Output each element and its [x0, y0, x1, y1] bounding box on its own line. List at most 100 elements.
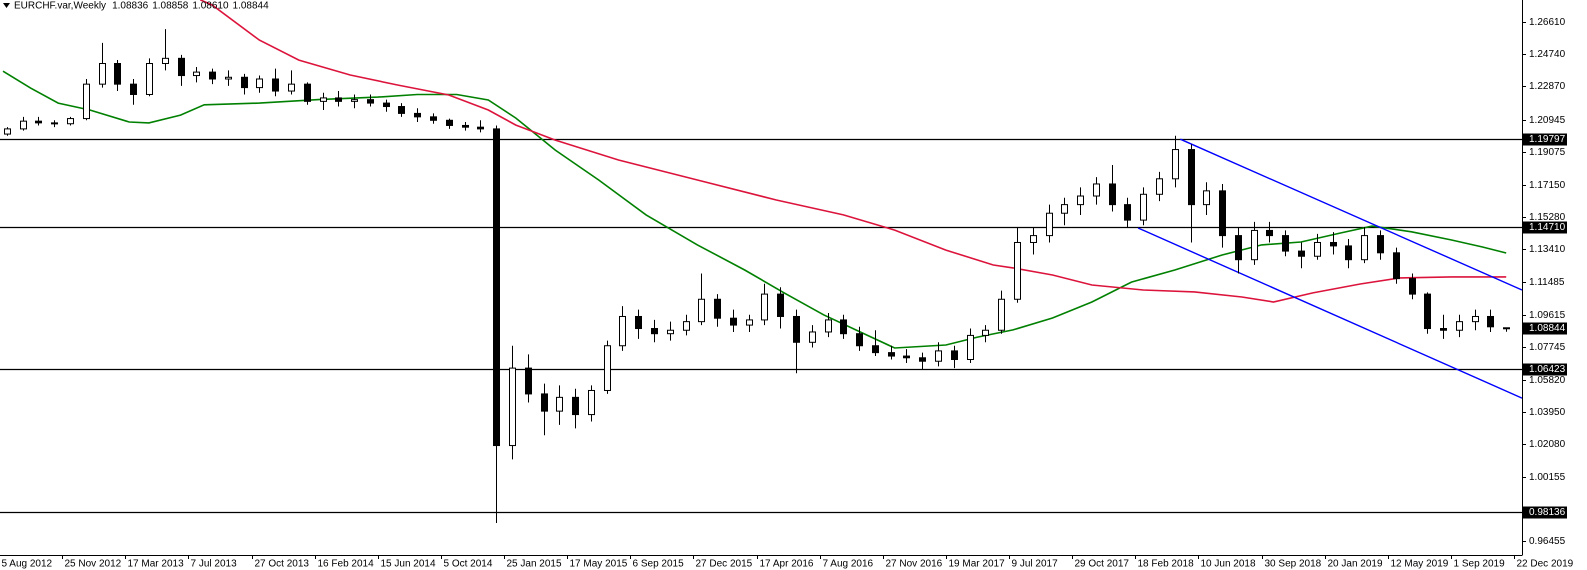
candle-body: [1140, 193, 1147, 221]
candle-body: [193, 71, 200, 77]
candle-body: [1203, 190, 1210, 206]
y-tick-label: 1.26610: [1529, 17, 1566, 28]
trend-line: [1137, 227, 1522, 399]
price-label: 1.19797: [1529, 134, 1566, 145]
y-tick-label: 1.22870: [1529, 81, 1566, 92]
candle-body: [919, 357, 926, 362]
candle-body: [1472, 315, 1479, 323]
price-label: 1.14710: [1529, 222, 1566, 233]
candle-body: [951, 350, 958, 361]
candle-body: [288, 83, 295, 92]
y-tick-label: 1.13410: [1529, 244, 1566, 255]
x-tick-label: 5 Oct 2014: [444, 559, 493, 570]
candle-body: [698, 298, 705, 323]
moving-average: [199, 0, 1507, 303]
candle-body: [493, 128, 500, 447]
candle-body: [1440, 328, 1447, 331]
y-tick-label: 1.19075: [1529, 147, 1566, 158]
candle-body: [1377, 235, 1384, 254]
y-tick-label: 1.02080: [1529, 439, 1566, 450]
candle-body: [1235, 235, 1242, 261]
chart-title: EURCHF.var,Weekly: [14, 1, 106, 12]
x-tick-label: 19 Mar 2017: [949, 559, 1006, 570]
y-tick-label: 0.96455: [1529, 536, 1566, 547]
candle-body: [351, 99, 358, 102]
x-tick-label: 1 Sep 2019: [1454, 559, 1506, 570]
candle-body: [998, 298, 1005, 331]
candle-body: [1124, 204, 1131, 221]
price-label-box: [1523, 363, 1567, 376]
candle-body: [225, 76, 232, 80]
candle-body: [1014, 241, 1021, 300]
candle-body: [683, 321, 690, 331]
candle-body: [903, 355, 910, 359]
y-tick-label: 1.05820: [1529, 375, 1566, 386]
candle-body: [651, 328, 658, 335]
price-label: 0.98136: [1529, 507, 1566, 518]
y-tick-label: 1.07745: [1529, 342, 1566, 353]
candle-body: [604, 345, 611, 391]
candle-body: [588, 389, 595, 416]
candle-body: [619, 315, 626, 347]
moving-average: [2, 70, 1507, 349]
x-tick-label: 20 Jan 2019: [1328, 559, 1383, 570]
plot-area: [0, 0, 1522, 523]
candle-body: [462, 124, 469, 128]
y-tick-label: 1.20945: [1529, 115, 1566, 126]
candle-body: [825, 319, 832, 333]
x-tick-label: 18 Feb 2018: [1138, 559, 1195, 570]
candle-body: [1077, 195, 1084, 206]
candle-body: [1251, 229, 1258, 261]
x-tick-label: 7 Aug 2016: [823, 559, 874, 570]
current-price-box: [1523, 322, 1567, 335]
axes: 1.26610 1.24740 1.22870 1.20945 1.19075 1.171…: [2, 17, 1574, 570]
candle-body: [1487, 315, 1494, 328]
price-label-box: [1523, 221, 1567, 234]
candle-body: [304, 83, 311, 102]
price-label: 1.06423: [1529, 364, 1566, 375]
x-tick-label: 27 Dec 2015: [696, 559, 753, 570]
candle-body: [1314, 241, 1321, 257]
x-tick-label: 22 Dec 2019: [1517, 559, 1574, 570]
candle-body: [1156, 178, 1163, 195]
candle-body: [4, 128, 11, 135]
x-tick-label: 27 Oct 2013: [255, 559, 310, 570]
candle-body: [320, 97, 327, 102]
x-tick-label: 25 Nov 2012: [65, 559, 122, 570]
menu-arrow[interactable]: [3, 3, 10, 8]
candle-body: [793, 315, 800, 343]
y-tick-label: 1.00155: [1529, 472, 1566, 483]
x-tick-label: 30 Sep 2018: [1265, 559, 1322, 570]
candle-body: [209, 71, 216, 80]
candle-body: [1061, 204, 1068, 214]
x-tick-label: 15 Jun 2014: [381, 559, 436, 570]
header-value: 1.08858: [152, 1, 189, 12]
x-tick-label: 9 Jul 2017: [1012, 559, 1059, 570]
candle-body: [1219, 190, 1226, 237]
candle-body: [888, 352, 895, 357]
y-tick-label: 1.03950: [1529, 407, 1566, 418]
candle-body: [730, 317, 737, 326]
candle-body: [840, 319, 847, 335]
candle-body: [241, 76, 248, 89]
x-tick-label: 29 Oct 2017: [1075, 559, 1130, 570]
x-tick-label: 7 Jul 2013: [191, 559, 238, 570]
candle-body: [556, 396, 563, 412]
x-tick-label: 10 Jun 2018: [1201, 559, 1256, 570]
y-tick-label: 1.24740: [1529, 49, 1566, 60]
candle-body: [146, 63, 153, 95]
header-value: 1.08844: [233, 1, 270, 12]
candle-body: [367, 99, 374, 104]
candle-body: [1424, 293, 1431, 330]
candle-body: [1093, 183, 1100, 197]
candle-body: [1456, 321, 1463, 331]
x-tick-label: 27 Nov 2016: [886, 559, 943, 570]
x-tick-label: 5 Aug 2012: [2, 559, 53, 570]
y-tick-label: 1.15280: [1529, 212, 1566, 223]
candle-body: [1172, 149, 1179, 180]
candle-body: [1503, 327, 1510, 330]
candle-body: [872, 345, 879, 354]
